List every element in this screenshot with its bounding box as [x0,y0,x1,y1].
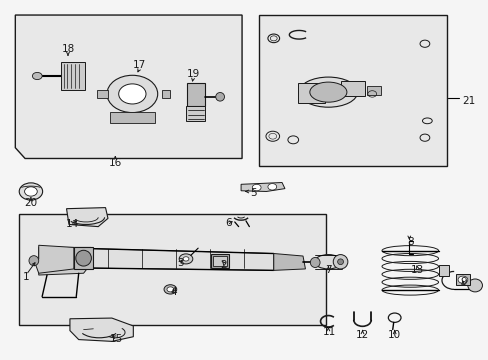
Ellipse shape [337,259,343,265]
Bar [298,83,325,103]
Polygon shape [15,15,242,158]
Ellipse shape [29,256,39,266]
Bar [438,265,448,276]
Bar [211,254,228,267]
Text: 14: 14 [66,219,80,229]
Bar [340,81,365,96]
Text: 15: 15 [110,333,123,343]
Bar [19,214,326,325]
Text: 10: 10 [387,330,401,340]
Ellipse shape [183,257,188,261]
Ellipse shape [457,276,467,283]
Text: 11: 11 [323,327,336,337]
Ellipse shape [252,184,261,191]
Ellipse shape [19,183,42,200]
Ellipse shape [467,279,482,292]
Polygon shape [70,318,133,341]
Text: 2: 2 [220,260,227,270]
Bar [74,247,93,269]
Bar [161,90,170,98]
Text: 5: 5 [249,188,256,198]
Ellipse shape [32,72,42,80]
Ellipse shape [314,255,341,269]
Text: 8: 8 [406,237,413,247]
Bar [259,15,446,166]
Polygon shape [39,247,93,275]
Text: 12: 12 [355,330,368,340]
Ellipse shape [267,184,276,190]
Ellipse shape [299,77,357,107]
Bar [455,274,469,285]
Text: 9: 9 [460,277,466,287]
Bar [366,86,380,95]
Text: 16: 16 [108,158,122,168]
Text: 13: 13 [410,265,424,275]
Text: 1: 1 [22,272,29,282]
Ellipse shape [107,75,158,113]
Text: 4: 4 [170,287,177,297]
Ellipse shape [24,187,37,196]
Bar [213,256,226,266]
Ellipse shape [215,93,224,101]
Text: 21: 21 [461,96,474,106]
Polygon shape [35,245,74,273]
Text: 3: 3 [177,258,183,268]
Bar [97,90,108,98]
Polygon shape [66,208,108,226]
Ellipse shape [310,257,320,267]
Ellipse shape [309,82,346,102]
Ellipse shape [163,285,176,294]
Text: 17: 17 [133,60,146,70]
Ellipse shape [76,250,91,266]
Text: 7: 7 [325,265,331,275]
Text: 20: 20 [24,198,38,208]
Polygon shape [74,248,273,270]
Bar [185,106,205,121]
Bar [110,112,155,123]
Ellipse shape [179,254,192,264]
Ellipse shape [166,287,173,292]
Bar [61,62,85,90]
Text: 18: 18 [61,44,75,54]
Polygon shape [241,183,285,192]
Text: 6: 6 [225,218,232,228]
Text: 19: 19 [186,69,200,79]
Ellipse shape [332,255,347,269]
Polygon shape [273,253,305,270]
Bar [186,83,204,107]
Ellipse shape [119,84,146,104]
